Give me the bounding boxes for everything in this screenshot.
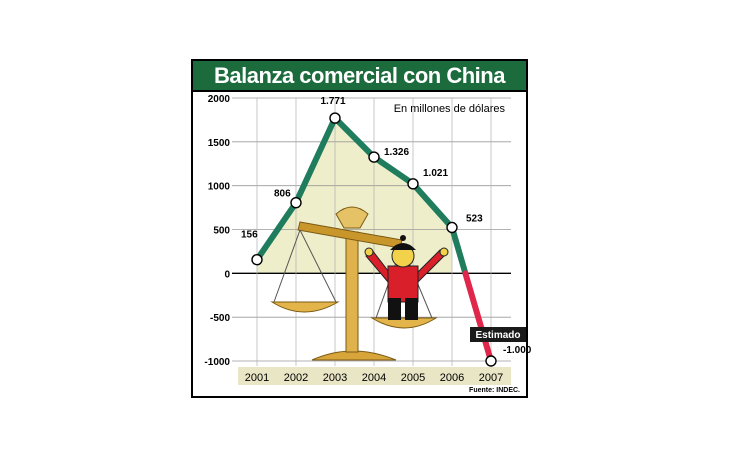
estimate-label: Estimado [475, 330, 520, 341]
data-label: 1.771 [320, 96, 345, 107]
data-point [329, 112, 341, 124]
x-tick-label: 2006 [440, 372, 464, 384]
y-tick-label: -500 [210, 313, 230, 324]
estimate-badge [470, 327, 526, 342]
balance-scale-icon [270, 206, 438, 361]
x-tick-label: 2007 [479, 372, 503, 384]
x-tick-label: 2005 [401, 372, 425, 384]
y-tick-label: -1000 [204, 357, 230, 368]
estimate-line [462, 270, 494, 364]
y-tick-label: 500 [213, 226, 230, 237]
data-point [368, 151, 380, 163]
data-label: 1.021 [423, 168, 448, 179]
y-tick-label: 0 [224, 269, 230, 280]
data-label: 523 [466, 213, 483, 224]
series-line [254, 115, 455, 262]
chinese-figure-icon [364, 235, 449, 320]
x-tick-label: 2001 [245, 372, 269, 384]
chart-area-fill [257, 118, 452, 274]
data-point [407, 178, 419, 190]
data-point [446, 221, 458, 234]
x-tick-label: 2004 [362, 372, 386, 384]
data-label: 156 [241, 230, 258, 241]
year-band [238, 367, 511, 385]
chart-title: Balanza comercial con China [214, 63, 505, 88]
x-tick-label: 2002 [284, 372, 308, 384]
y-tick-label: 2000 [208, 94, 231, 105]
data-label: 806 [274, 189, 291, 200]
data-point [485, 355, 497, 367]
data-label: -1.000 [503, 345, 532, 356]
data-point [251, 253, 263, 266]
source-note: Fuente: INDEC. [469, 387, 520, 394]
data-point [290, 196, 302, 209]
y-tick-label: 1000 [208, 182, 231, 193]
y-tick-label: 1500 [208, 138, 231, 149]
title-bar [191, 59, 528, 92]
series-line [449, 224, 469, 277]
x-tick-label: 2003 [323, 372, 347, 384]
data-label: 1.326 [384, 147, 409, 158]
chart-subtitle: En millones de dólares [394, 103, 506, 115]
